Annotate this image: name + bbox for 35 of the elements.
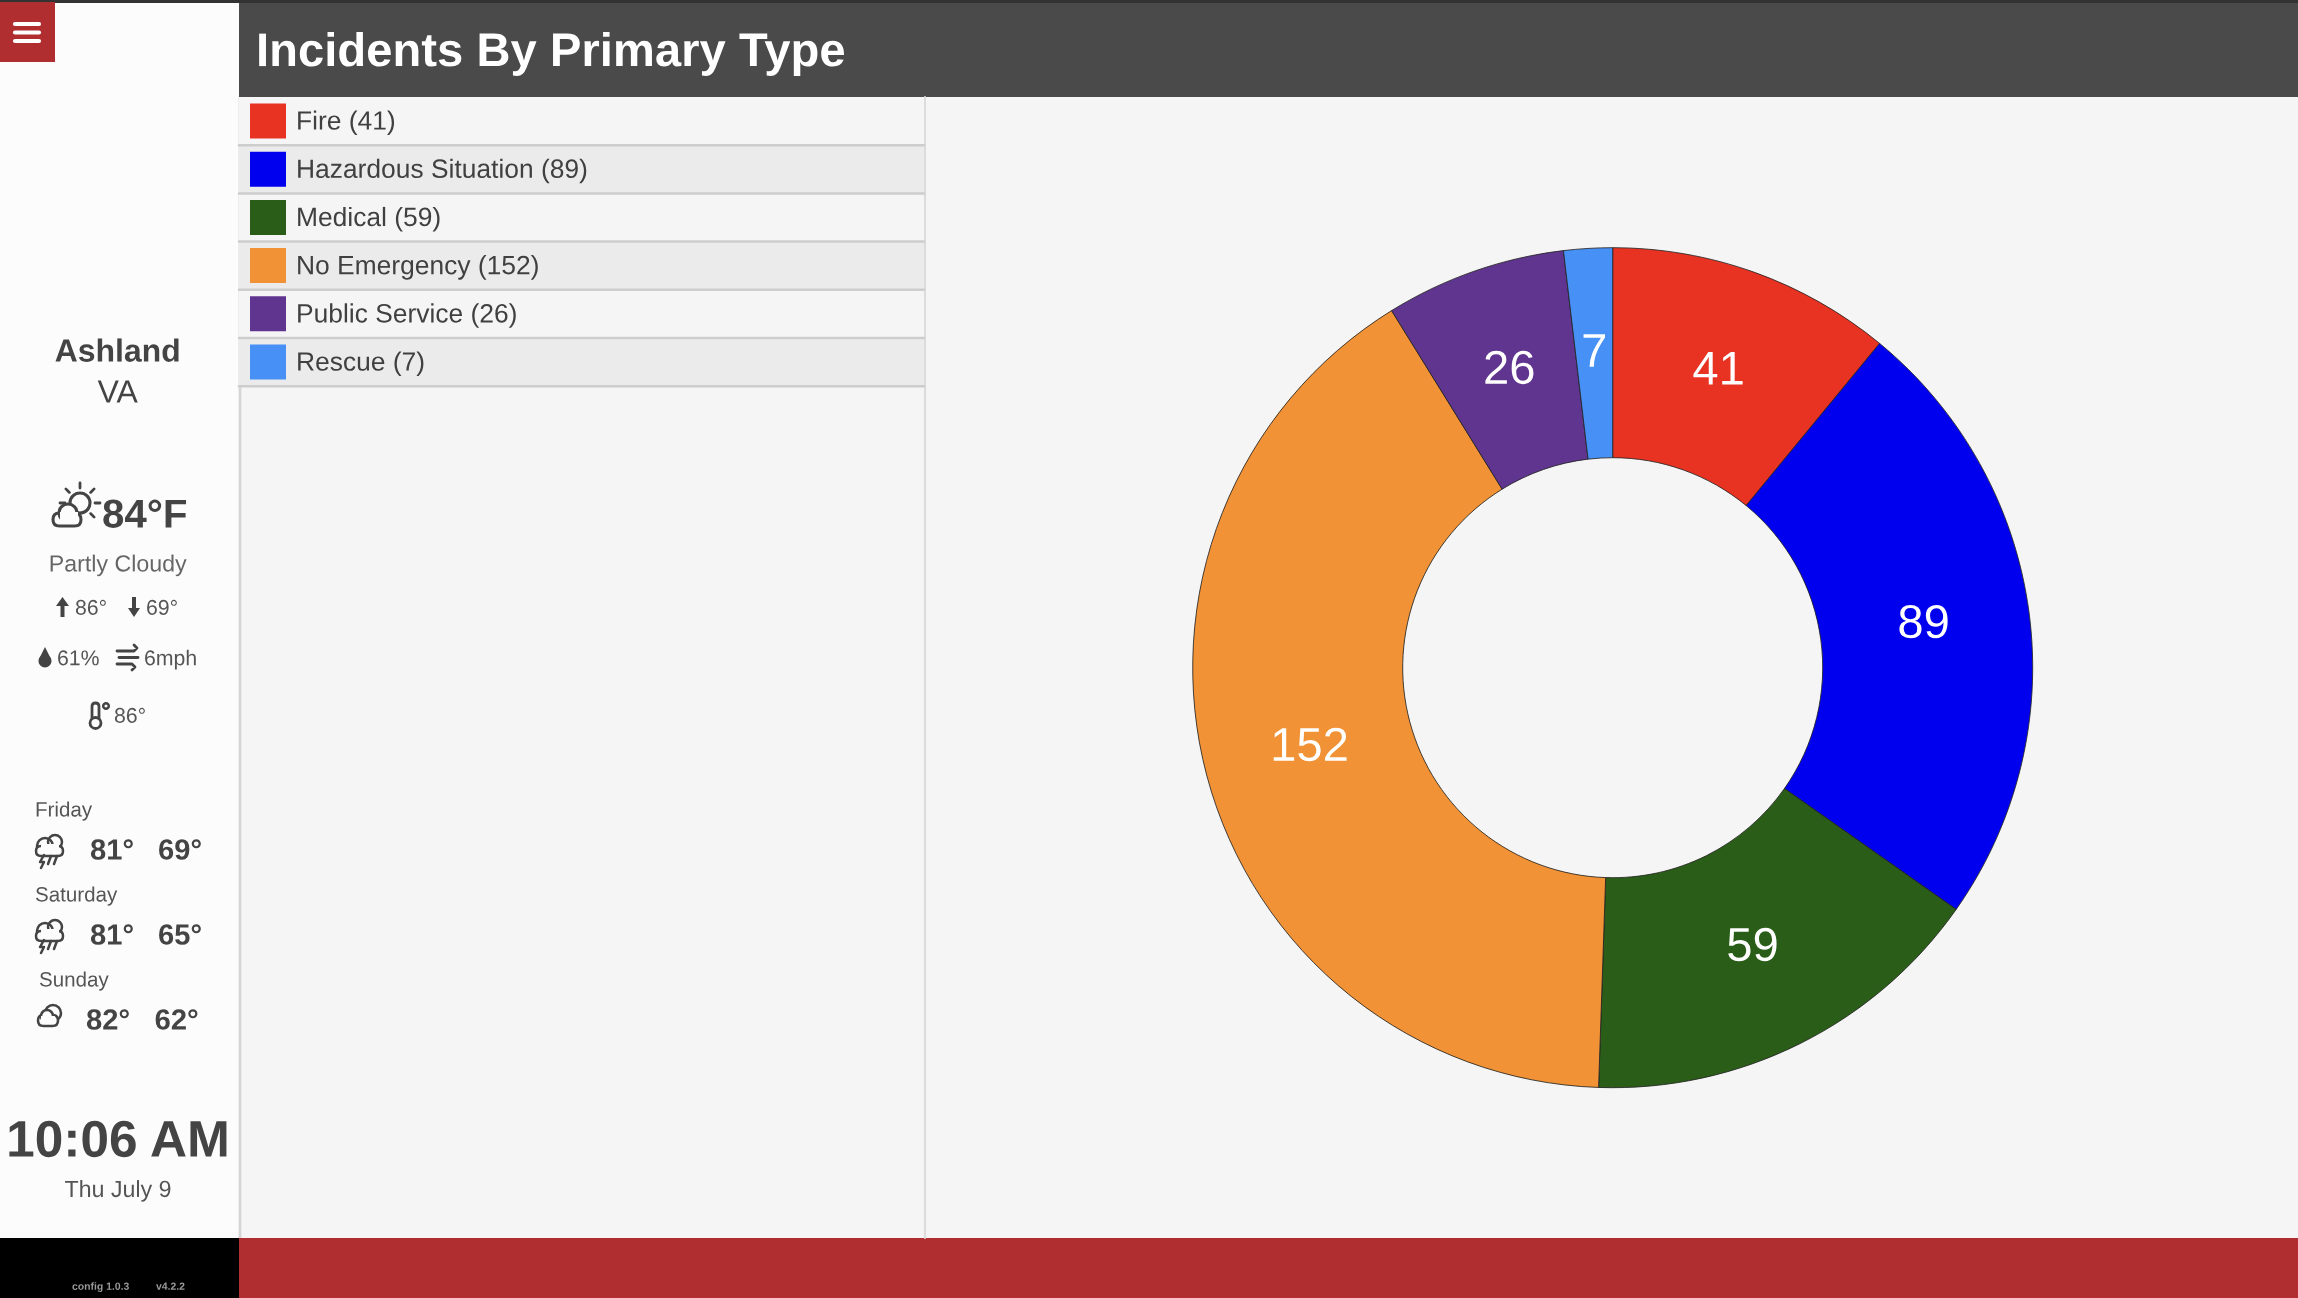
text: 10:06 AM (9, 1120, 227, 1158)
text: 82° (86, 1009, 129, 1030)
text: Ashland (55, 338, 179, 362)
text: VA (97, 380, 138, 403)
text: 86° (75, 599, 106, 615)
text: 69° (159, 839, 201, 860)
data-label: 7 (1583, 334, 1606, 367)
text: 65° (159, 924, 201, 945)
text: 62° (155, 1009, 198, 1030)
text: Sunday (39, 971, 109, 991)
text: 69° (147, 599, 177, 615)
data-label: 59 (1728, 927, 1777, 962)
text: Friday (36, 801, 93, 821)
text: 84°F (103, 499, 187, 528)
data-label: 89 (1899, 604, 1948, 639)
text: Saturday (35, 886, 118, 906)
text: 81° (90, 924, 133, 945)
data-label: 26 (1485, 350, 1534, 385)
text: 6mph (145, 649, 196, 670)
legend-label: Hazardous Situation (89) (298, 158, 587, 184)
legend-label: No Emergency (152) (298, 255, 538, 280)
legend-label: Rescue (7) (298, 351, 424, 377)
text: config 1.0.3 (72, 1282, 129, 1292)
data-label: 41 (1693, 352, 1743, 385)
legend-label: Medical (59) (298, 206, 440, 232)
text: v4.2.2 (156, 1282, 185, 1290)
text: 61% (58, 650, 99, 666)
text: 86° (114, 707, 145, 723)
text: 81° (90, 839, 133, 860)
legend-label: Fire (41) (298, 110, 395, 136)
legend-label: Public Service (26) (298, 303, 516, 328)
text: Thu July 9 (65, 1180, 171, 1202)
chart-title: Incidents By Primary Type (259, 31, 845, 76)
data-label: 152 (1273, 727, 1347, 762)
text: Partly Cloudy (50, 554, 187, 577)
